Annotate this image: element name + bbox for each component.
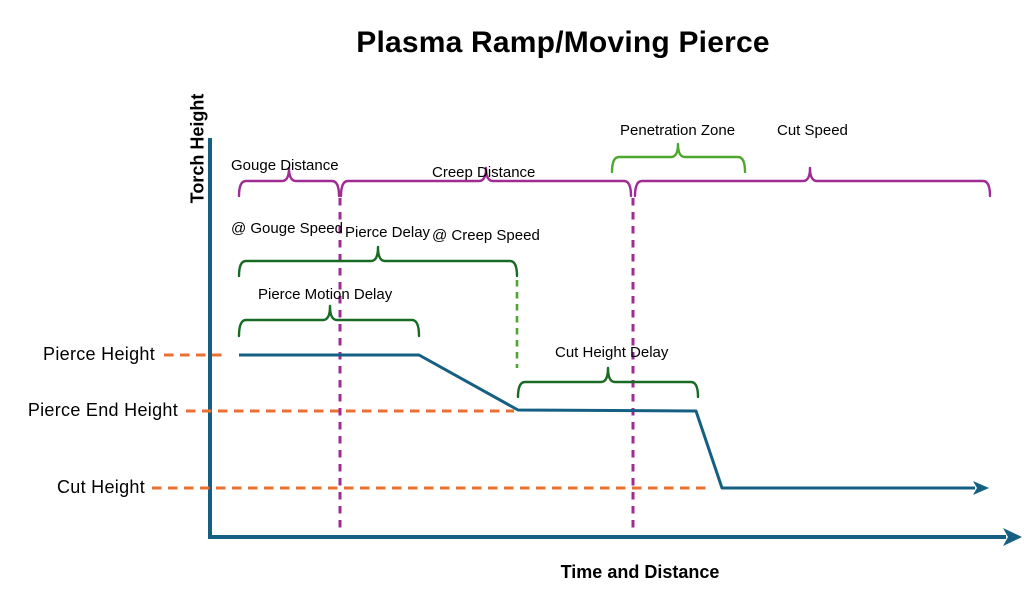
torch-height-profile-line bbox=[239, 353, 975, 490]
y-axis-label: Torch Height bbox=[187, 93, 208, 204]
x-axis-label: Time and Distance bbox=[560, 562, 720, 582]
pierce-motion-delay-brace bbox=[237, 304, 421, 338]
cut-speed-brace bbox=[633, 166, 992, 198]
gouge-distance-label-line1: Gouge Distance bbox=[231, 157, 339, 174]
pierce-height-label: Pierce Height bbox=[43, 344, 155, 364]
penetration-zone-brace bbox=[610, 142, 747, 174]
penetration-zone-label: Penetration Zone bbox=[620, 122, 736, 139]
profile-arrow-icon bbox=[973, 481, 989, 495]
cut-height-label: Cut Height bbox=[56, 477, 145, 497]
pierce-end-height-label: Pierce End Height bbox=[27, 400, 178, 420]
gouge-distance-label-line2: @ Gouge Speed bbox=[231, 220, 343, 237]
x-axis-arrow-icon bbox=[1003, 528, 1022, 546]
gouge-distance-label: Gouge Distance @ Gouge Speed bbox=[231, 113, 343, 281]
cut-height-delay-label: Cut Height Delay bbox=[555, 344, 669, 361]
cut-speed-label: Cut Speed bbox=[777, 122, 848, 139]
creep-distance-label-line1: Creep Distance bbox=[432, 164, 536, 181]
creep-distance-brace bbox=[339, 166, 633, 198]
cut-height-delay-brace bbox=[516, 366, 700, 399]
pierce-delay-label: Pierce Delay bbox=[345, 224, 431, 241]
creep-distance-label: Creep Distance @ Creep Speed bbox=[432, 120, 540, 288]
pierce-delay-brace bbox=[237, 245, 519, 278]
creep-distance-label-line2: @ Creep Speed bbox=[432, 227, 540, 244]
gouge-distance-brace bbox=[237, 166, 341, 198]
pierce-motion-delay-label: Pierce Motion Delay bbox=[258, 286, 393, 303]
page-title: Plasma Ramp/Moving Pierce bbox=[356, 26, 770, 59]
